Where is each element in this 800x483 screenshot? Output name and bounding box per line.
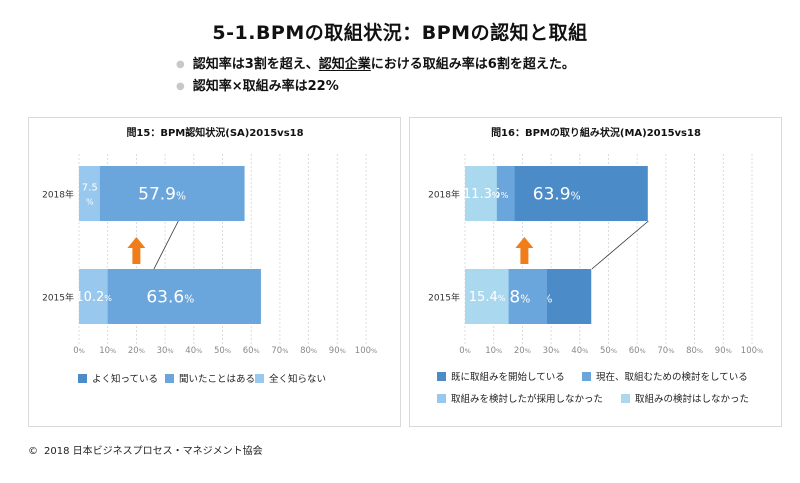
- x-tick-label: 40%: [571, 346, 588, 356]
- bullet-dot-icon: ●: [176, 59, 185, 70]
- x-tick-label: 100%: [355, 346, 377, 356]
- legend-swatch: [621, 394, 630, 403]
- legend-swatch: [437, 372, 446, 381]
- bullet-text: 認知率は3割を超え、: [192, 57, 319, 72]
- legend-label: 取組みを検討したが採用しなかった: [451, 393, 603, 405]
- page-title: 5-1.BPMの取組状況：BPMの認知と取組: [212, 22, 588, 44]
- copyright-footer: © 2018 日本ビジネスプロセス・マネジメント協会: [28, 442, 263, 457]
- summary-bullet-2: ● 認知率×取組み率は22%: [176, 76, 575, 98]
- x-tick-label: 60%: [629, 346, 646, 356]
- x-tick-label: 70%: [271, 346, 288, 356]
- data-label: 10.2%: [75, 290, 112, 305]
- x-tick-label: 60%: [243, 346, 260, 356]
- summary-bullet-1: ● 認知率は3割を超え、認知企業における取組み率は6割を超えた。: [176, 54, 575, 76]
- x-tick-label: 50%: [214, 346, 231, 356]
- x-tick-label: 40%: [185, 346, 202, 356]
- bar-segment: [79, 269, 261, 324]
- legend-label: 全く知らない: [269, 373, 326, 385]
- legend-label: 聞いたことはある: [179, 374, 255, 385]
- x-tick-label: 90%: [715, 346, 732, 356]
- category-label: 2018年: [428, 189, 460, 201]
- bar-segment: [79, 269, 108, 324]
- chart-panel-awareness: 問15：BPM認知状況(SA)2015vs18 0% 10% 20% 30% 40% 50%…: [28, 117, 401, 427]
- bullet-text: 認知企業: [318, 57, 371, 72]
- copyright-symbol: ©: [28, 446, 38, 457]
- connector-line: [591, 220, 649, 270]
- adoption-chart: 問16：BPMの取り組み状況(MA)2015vs18 0% 10% 20% 30% 40%…: [428, 126, 763, 405]
- legend-label: 既に取組みを開始している: [451, 371, 565, 383]
- x-tick-label: 0%: [459, 346, 471, 356]
- legend-swatch: [255, 374, 264, 383]
- x-tick-label: 30%: [543, 346, 560, 356]
- legend-swatch: [165, 374, 174, 383]
- chart-title: 問15：BPM認知状況(SA)2015vs18: [126, 126, 303, 139]
- x-tick-label: 80%: [300, 346, 317, 356]
- x-tick-label: 90%: [329, 346, 346, 356]
- data-label: 15.4%: [469, 290, 506, 305]
- data-label-unit: %: [86, 198, 94, 207]
- bullet-text: における取組み率は6割を超えた。: [370, 57, 575, 72]
- chart-title: 問16：BPMの取り組み状況(MA)2015vs18: [491, 126, 701, 139]
- legend-swatch: [582, 372, 591, 381]
- legend-swatch: [78, 374, 87, 383]
- chart-panel-adoption: 問16：BPMの取り組み状況(MA)2015vs18 0% 10% 20% 30% 40%…: [409, 117, 782, 427]
- bullet-dot-icon: ●: [176, 81, 185, 92]
- x-tick-label: 20%: [128, 346, 145, 356]
- x-tick-label: 50%: [600, 346, 617, 356]
- up-arrow-icon: [127, 237, 146, 264]
- legend-label: 取組みの検討はしなかった: [635, 393, 749, 405]
- bar-segment: [465, 166, 497, 221]
- connector-line: [153, 220, 179, 270]
- data-label: 57.9%: [138, 185, 186, 205]
- x-tick-label: 10%: [485, 346, 502, 356]
- data-label: 63.6%: [146, 288, 194, 308]
- x-tick-label: 70%: [657, 346, 674, 356]
- bar-segment: [465, 269, 509, 324]
- bar-segment: [79, 166, 245, 221]
- bullet-text: 認知率×取組み率は22%: [192, 79, 339, 94]
- bar-segment: [79, 166, 100, 221]
- up-arrow-icon: [515, 237, 534, 264]
- category-label: 2018年: [42, 189, 74, 201]
- copyright-text: 2018 日本ビジネスプロセス・マネジメント協会: [44, 446, 263, 457]
- category-label: 2015年: [42, 292, 74, 304]
- x-tick-label: 80%: [686, 346, 703, 356]
- summary-bullets: ● 認知率は3割を超え、認知企業における取組み率は6割を超えた。 ● 認知率×取組み…: [176, 54, 575, 98]
- category-label: 2015年: [428, 292, 460, 304]
- x-tick-label: 10%: [99, 346, 116, 356]
- x-tick-label: 30%: [157, 346, 174, 356]
- legend-swatch: [437, 394, 446, 403]
- data-label: 63.9%: [533, 185, 581, 205]
- data-label: 7.5: [82, 183, 98, 194]
- x-tick-label: 0%: [73, 346, 85, 356]
- legend-label: よく知っている: [92, 373, 158, 385]
- awareness-chart: 問15：BPM認知状況(SA)2015vs18 0% 10% 20% 30% 40% 50%…: [42, 126, 377, 385]
- x-tick-label: 20%: [514, 346, 531, 356]
- legend-label: 現在、取組むための検討をしている: [596, 371, 748, 383]
- data-label: 11.3%: [463, 187, 500, 202]
- x-tick-label: 100%: [741, 346, 763, 356]
